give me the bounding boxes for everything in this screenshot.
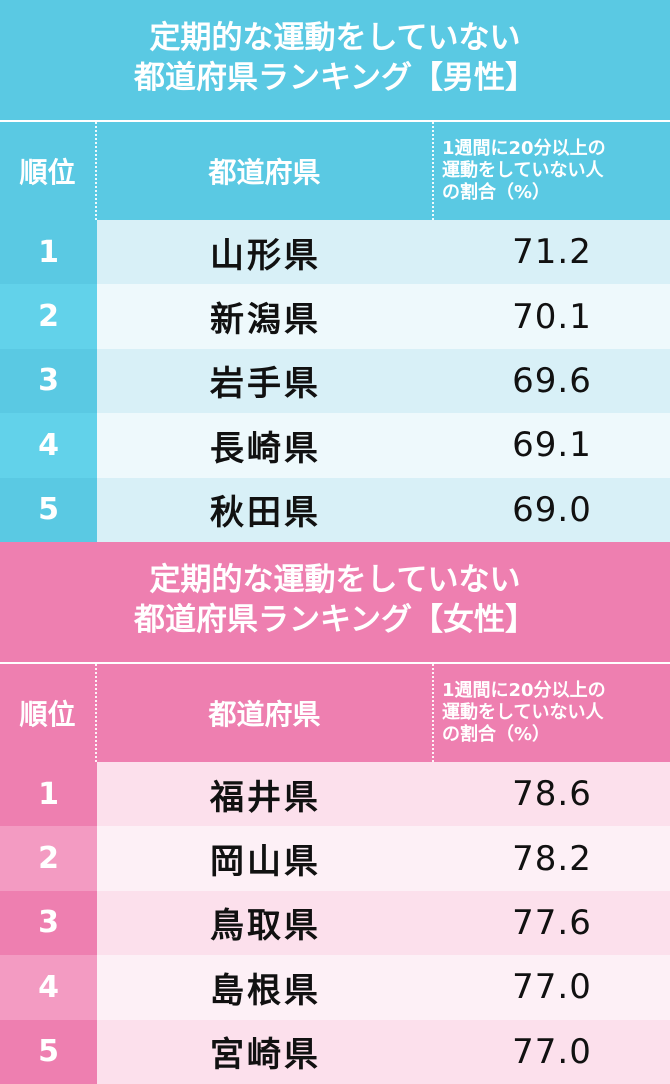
value-cell: 70.1 bbox=[434, 284, 670, 349]
prefecture-cell: 福井県 bbox=[97, 762, 434, 827]
male-header-rank: 順位 bbox=[0, 122, 97, 220]
value-cell: 71.2 bbox=[434, 220, 670, 285]
prefecture-cell: 秋田県 bbox=[97, 477, 434, 542]
male-title: 定期的な運動をしていない 都道府県ランキング【男性】 bbox=[0, 0, 670, 120]
table-row: 5 秋田県 69.0 bbox=[0, 477, 670, 542]
prefecture-cell: 島根県 bbox=[97, 955, 434, 1020]
prefecture-cell: 新潟県 bbox=[97, 284, 434, 349]
prefecture-cell: 長崎県 bbox=[97, 413, 434, 478]
rank-cell: 4 bbox=[0, 413, 97, 478]
table-row: 2 岡山県 78.2 bbox=[0, 826, 670, 891]
rank-cell: 4 bbox=[0, 955, 97, 1020]
rank-cell: 5 bbox=[0, 1019, 97, 1084]
male-title-line1: 定期的な運動をしていない bbox=[149, 20, 521, 56]
value-cell: 69.0 bbox=[434, 477, 670, 542]
value-cell: 69.6 bbox=[434, 348, 670, 414]
rank-cell: 3 bbox=[0, 348, 97, 414]
female-header-rank: 順位 bbox=[0, 664, 97, 762]
value-cell: 77.0 bbox=[434, 955, 670, 1020]
value-cell: 78.6 bbox=[434, 762, 670, 827]
table-row: 5 宮崎県 77.0 bbox=[0, 1019, 670, 1084]
male-header-percent: 1週間に20分以上の 運動をしていない人 の割合（%） bbox=[442, 138, 606, 203]
table-row: 4 長崎県 69.1 bbox=[0, 413, 670, 478]
table-row: 3 岩手県 69.6 bbox=[0, 348, 670, 414]
male-table-body: 1 山形県 71.2 2 新潟県 70.1 3 岩手県 69.6 4 長崎県 6… bbox=[0, 220, 670, 542]
table-row: 1 山形県 71.2 bbox=[0, 220, 670, 285]
rank-cell: 1 bbox=[0, 762, 97, 827]
male-table-header: 順位 都道府県 1週間に20分以上の 運動をしていない人 の割合（%） bbox=[0, 120, 670, 220]
female-title-line1: 定期的な運動をしていない bbox=[149, 562, 521, 598]
female-header-percent: 1週間に20分以上の 運動をしていない人 の割合（%） bbox=[442, 680, 606, 745]
female-header-prefecture: 都道府県 bbox=[97, 664, 434, 762]
value-cell: 77.6 bbox=[434, 890, 670, 956]
male-header-prefecture: 都道府県 bbox=[97, 122, 434, 220]
rank-cell: 5 bbox=[0, 477, 97, 542]
rank-cell: 2 bbox=[0, 284, 97, 349]
value-cell: 69.1 bbox=[434, 413, 670, 478]
value-cell: 78.2 bbox=[434, 826, 670, 891]
female-title: 定期的な運動をしていない 都道府県ランキング【女性】 bbox=[0, 542, 670, 662]
rank-cell: 1 bbox=[0, 220, 97, 285]
table-row: 4 島根県 77.0 bbox=[0, 955, 670, 1020]
prefecture-cell: 山形県 bbox=[97, 220, 434, 285]
female-table-body: 1 福井県 78.6 2 岡山県 78.2 3 鳥取県 77.6 4 島根県 7… bbox=[0, 762, 670, 1084]
prefecture-cell: 岩手県 bbox=[97, 348, 434, 414]
rank-cell: 3 bbox=[0, 890, 97, 956]
table-row: 3 鳥取県 77.6 bbox=[0, 890, 670, 956]
female-ranking-section: 定期的な運動をしていない 都道府県ランキング【女性】 順位 都道府県 1週間に2… bbox=[0, 542, 670, 1084]
prefecture-cell: 宮崎県 bbox=[97, 1019, 434, 1084]
prefecture-cell: 鳥取県 bbox=[97, 890, 434, 956]
value-cell: 77.0 bbox=[434, 1019, 670, 1084]
prefecture-cell: 岡山県 bbox=[97, 826, 434, 891]
table-row: 1 福井県 78.6 bbox=[0, 762, 670, 827]
male-title-line2: 都道府県ランキング【男性】 bbox=[133, 60, 537, 96]
female-table-header: 順位 都道府県 1週間に20分以上の 運動をしていない人 の割合（%） bbox=[0, 662, 670, 762]
female-title-line2: 都道府県ランキング【女性】 bbox=[133, 602, 537, 638]
table-row: 2 新潟県 70.1 bbox=[0, 284, 670, 349]
male-ranking-section: 定期的な運動をしていない 都道府県ランキング【男性】 順位 都道府県 1週間に2… bbox=[0, 0, 670, 542]
rank-cell: 2 bbox=[0, 826, 97, 891]
